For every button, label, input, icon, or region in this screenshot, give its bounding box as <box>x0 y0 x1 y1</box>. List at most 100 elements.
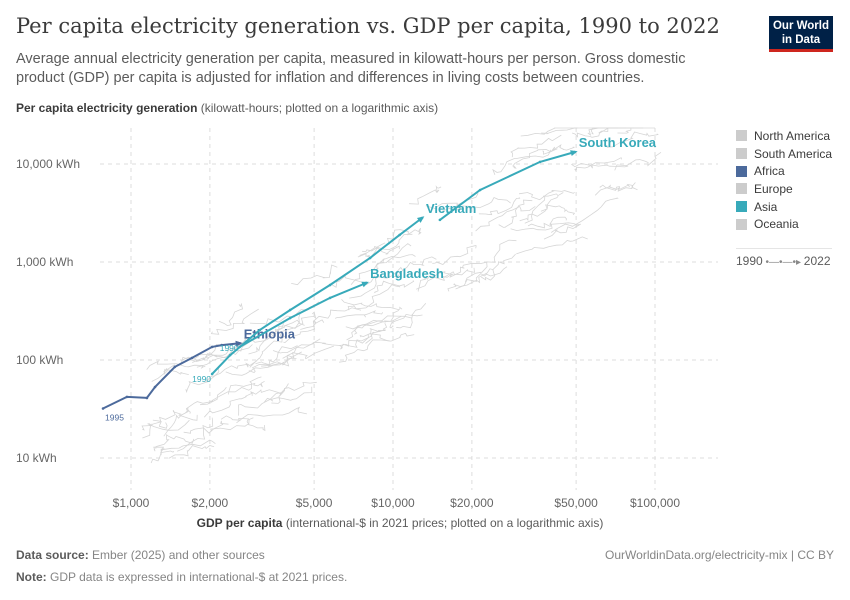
background-country-line <box>614 151 662 171</box>
background-country-line <box>141 421 168 431</box>
background-country-line <box>417 271 454 292</box>
background-country-line <box>255 345 298 368</box>
data-point <box>173 365 177 369</box>
background-country-line <box>542 144 575 155</box>
source-url[interactable]: OurWorldinData.org/electricity-mix | CC … <box>605 548 834 562</box>
background-country-line <box>177 417 214 452</box>
series-line-ethiopia <box>102 342 240 410</box>
background-country-line <box>389 313 423 329</box>
background-country-line <box>346 315 402 341</box>
background-country-line <box>163 407 191 437</box>
background-country-line <box>152 410 198 422</box>
background-country-line <box>283 319 325 344</box>
legend-label: South America <box>754 146 833 161</box>
background-country-line <box>425 193 479 210</box>
background-country-line <box>228 322 285 350</box>
background-country-line <box>291 264 338 286</box>
background-country-line <box>146 360 206 370</box>
background-country-line <box>279 311 317 339</box>
background-country-line <box>442 196 511 212</box>
background-country-line <box>227 380 265 395</box>
background-country-line <box>248 351 302 373</box>
arrowhead <box>570 150 578 157</box>
background-country-line <box>512 148 558 169</box>
legend-label: North America <box>754 128 831 143</box>
background-country-line <box>185 387 227 414</box>
x-tick-label: $5,000 <box>296 496 333 510</box>
background-country-line <box>238 390 285 416</box>
background-country-line <box>550 197 619 233</box>
background-country-line <box>520 127 578 137</box>
background-country-line <box>300 307 362 330</box>
background-country-line <box>416 267 475 290</box>
series-line-south-korea <box>439 151 576 221</box>
background-country-line <box>210 423 266 432</box>
background-country-line <box>236 406 307 424</box>
background-country-line <box>492 149 552 175</box>
background-country-line <box>199 376 262 406</box>
background-country-line <box>249 305 314 325</box>
y-tick-label: 10 kWh <box>16 451 57 465</box>
data-point <box>328 296 332 300</box>
background-country-line <box>464 239 517 283</box>
x-tick-label: $50,000 <box>554 496 598 510</box>
background-country-line <box>334 310 384 319</box>
legend-swatch <box>736 165 747 177</box>
x-axis-label-bold: GDP per capita <box>196 516 283 530</box>
background-country-line <box>341 299 400 311</box>
background-country-line <box>354 315 412 335</box>
series-label: Bangladesh <box>370 266 444 281</box>
legend-swatch <box>736 130 747 142</box>
x-tick-label: $10,000 <box>371 496 415 510</box>
data-point <box>438 218 442 222</box>
background-country-line <box>339 329 386 348</box>
data-point <box>190 356 194 360</box>
legend-item-south-america[interactable]: South America <box>736 145 832 163</box>
legend-label: Asia <box>754 199 778 214</box>
background-country-line <box>527 216 567 229</box>
x-axis-label-rest: (international-$ in 2021 prices; plotted… <box>282 516 604 530</box>
background-country-line <box>540 204 576 216</box>
background-country-line <box>218 302 243 327</box>
background-country-line <box>248 322 305 355</box>
arrowhead <box>416 216 425 223</box>
background-country-line <box>599 182 636 191</box>
legend-swatch <box>736 183 747 195</box>
y-tick-label: 10,000 kWh <box>16 157 80 171</box>
legend-item-north-america[interactable]: North America <box>736 127 832 145</box>
data-point <box>228 353 232 357</box>
owid-logo[interactable]: Our World in Data <box>769 16 833 52</box>
background-country-line <box>204 392 254 418</box>
x-axis-label: GDP per capita (international-$ in 2021 … <box>0 516 800 530</box>
legend-label: Europe <box>754 181 793 196</box>
data-source: Data source: Ember (2025) and other sour… <box>16 548 265 562</box>
arrow-dots-icon: •—•—•▸ <box>762 257 804 268</box>
background-country-line <box>339 339 390 363</box>
chart-subtitle: Average annual electricity generation pe… <box>16 51 686 86</box>
background-country-line <box>150 448 175 464</box>
chart-title: Per capita electricity generation vs. GD… <box>16 14 720 38</box>
timeline-start: 1990 <box>736 254 763 268</box>
timeline-end: 2022 <box>803 254 831 268</box>
background-country-line <box>541 127 600 135</box>
background-country-line <box>359 233 413 256</box>
background-country-line <box>272 341 326 354</box>
x-tick-label: $1,000 <box>113 496 150 510</box>
background-country-line <box>220 415 254 426</box>
legend-item-africa[interactable]: Africa <box>736 162 832 180</box>
legend-item-oceania[interactable]: Oceania <box>736 215 832 233</box>
legend-item-asia[interactable]: Asia <box>736 198 832 216</box>
background-country-line <box>518 190 575 201</box>
series-label: South Korea <box>579 135 657 150</box>
legend-item-europe[interactable]: Europe <box>736 180 832 198</box>
legend-label: Africa <box>754 164 785 179</box>
legend-swatch <box>736 201 747 213</box>
data-point <box>288 308 292 312</box>
background-country-line <box>142 419 190 439</box>
background-country-line <box>196 336 253 368</box>
background-country-line <box>249 329 287 368</box>
source-text[interactable]: Ember (2025) and other sources <box>92 548 265 562</box>
note-label: Note: <box>16 570 47 584</box>
background-country-line <box>574 157 622 171</box>
